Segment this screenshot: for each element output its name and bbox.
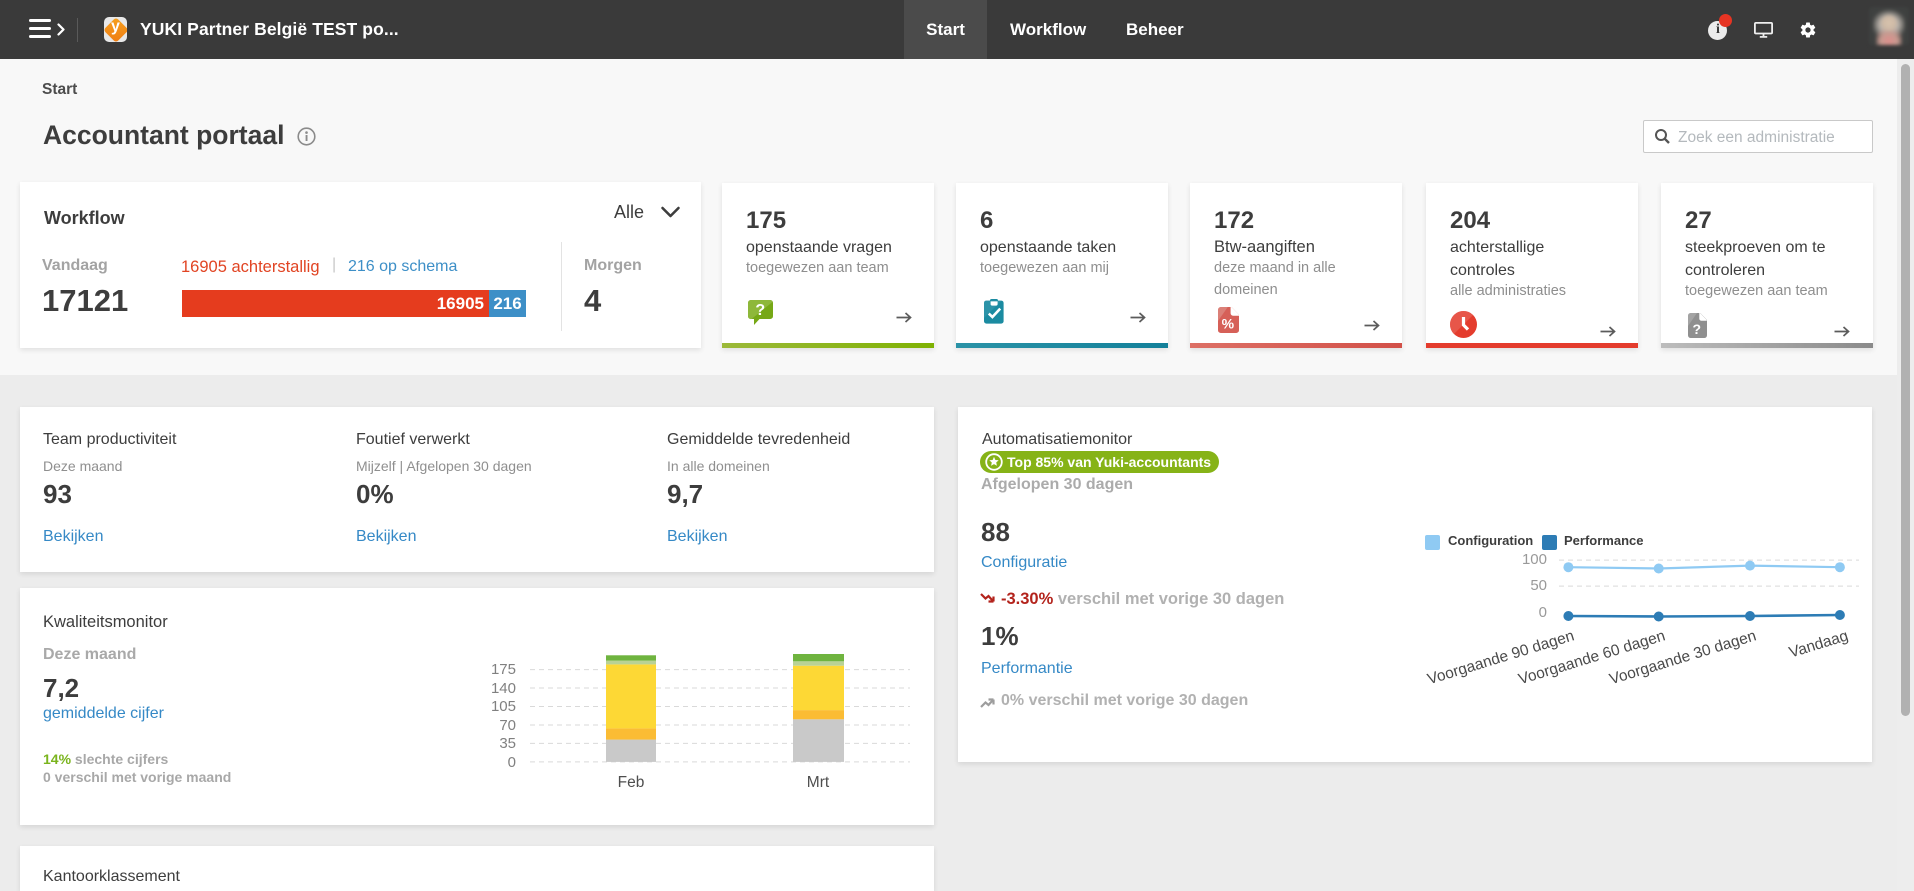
svg-text:%: % bbox=[1222, 316, 1235, 332]
svg-text:?: ? bbox=[755, 302, 765, 319]
svg-text:?: ? bbox=[1693, 321, 1702, 337]
